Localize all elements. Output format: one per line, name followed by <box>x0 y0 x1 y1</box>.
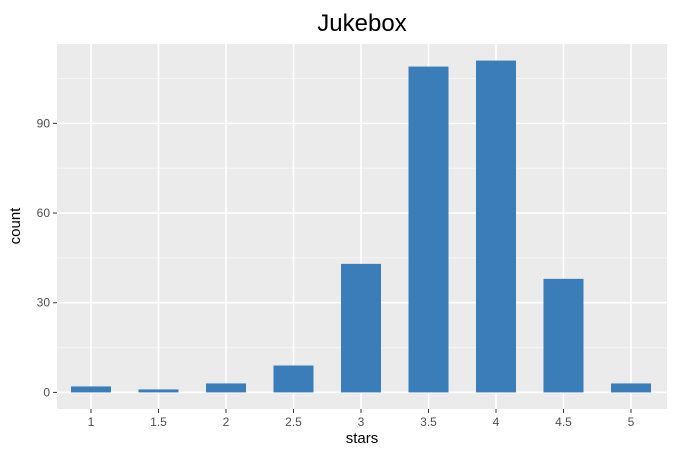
x-tick-label: 1.5 <box>150 415 167 429</box>
bar <box>206 383 246 393</box>
x-tick-label: 2 <box>223 415 230 429</box>
y-axis-title: count <box>7 207 24 245</box>
bar <box>543 278 584 393</box>
bar <box>138 389 179 393</box>
x-tick-label: 5 <box>628 415 635 429</box>
chart-title: Jukebox <box>317 10 406 37</box>
x-axis-title: stars <box>346 430 379 447</box>
bar <box>341 263 381 393</box>
bar <box>71 386 111 393</box>
y-tick-label: 0 <box>43 385 50 399</box>
x-tick-label: 4.5 <box>555 415 572 429</box>
bar <box>273 365 314 393</box>
y-tick-label: 30 <box>37 296 51 310</box>
bar <box>476 60 516 393</box>
x-tick-label: 1 <box>88 415 95 429</box>
x-tick-label: 4 <box>493 415 500 429</box>
bar <box>611 383 651 393</box>
x-tick-label: 2.5 <box>285 415 302 429</box>
x-tick-label: 3 <box>358 415 365 429</box>
bar <box>408 66 449 393</box>
x-axis-ticks: 1 1.5 2 2.5 3 3.5 4 4.5 5 <box>88 409 635 429</box>
y-tick-label: 90 <box>37 116 51 130</box>
y-tick-label: 60 <box>37 206 51 220</box>
bars <box>71 60 651 393</box>
x-tick-label: 3.5 <box>420 415 437 429</box>
y-axis-ticks: 0 30 60 90 <box>37 116 57 399</box>
